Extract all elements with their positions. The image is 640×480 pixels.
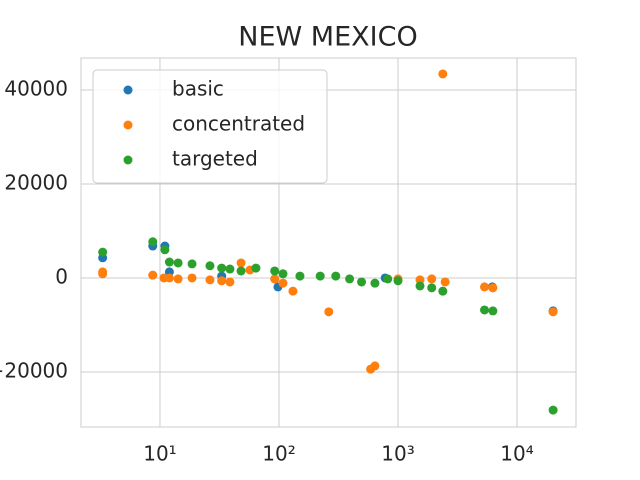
- point: [173, 258, 183, 268]
- point: [225, 264, 235, 274]
- legend-label: targeted: [172, 147, 258, 171]
- point: [187, 259, 197, 269]
- legend-marker: [123, 120, 133, 130]
- point: [548, 405, 558, 415]
- point: [217, 276, 227, 286]
- point: [370, 278, 380, 288]
- legend-label: basic: [172, 77, 224, 101]
- legend-box: [92, 69, 328, 184]
- point: [324, 307, 334, 317]
- point: [270, 274, 280, 284]
- point: [393, 276, 403, 286]
- chart-title: NEW MEXICO: [238, 22, 417, 53]
- y-tick-label: −20000: [0, 359, 68, 383]
- point: [488, 283, 498, 293]
- y-tick-label: 0: [55, 264, 68, 288]
- point: [370, 361, 380, 371]
- point: [225, 277, 235, 287]
- point: [236, 266, 246, 276]
- point: [415, 281, 425, 291]
- point: [187, 273, 197, 283]
- legend-label: concentrated: [172, 112, 305, 136]
- point: [236, 258, 246, 268]
- point: [288, 286, 298, 296]
- point: [278, 278, 288, 288]
- point: [438, 286, 448, 296]
- point: [205, 275, 215, 285]
- y-tick-label: 40000: [4, 76, 68, 100]
- point: [217, 263, 227, 273]
- point: [98, 269, 108, 279]
- point: [383, 274, 393, 284]
- x-tick-label: 10⁴: [500, 442, 533, 466]
- point: [479, 282, 489, 292]
- point: [438, 69, 448, 79]
- point: [251, 263, 261, 273]
- point: [427, 274, 437, 284]
- x-axis-label: Population: [275, 477, 380, 480]
- point: [440, 277, 450, 287]
- x-tick-label: 10³: [381, 442, 414, 466]
- point: [488, 306, 498, 316]
- point: [270, 266, 280, 276]
- x-tick-label: 10²: [262, 442, 295, 466]
- point: [278, 269, 288, 279]
- x-tick-label: 10¹: [143, 442, 176, 466]
- point: [164, 273, 174, 283]
- point: [479, 305, 489, 315]
- point: [315, 271, 325, 281]
- point: [205, 261, 215, 271]
- legend-marker: [123, 155, 133, 165]
- point: [148, 237, 158, 247]
- point: [164, 257, 174, 267]
- point: [427, 283, 437, 293]
- point: [98, 247, 108, 257]
- y-tick-label: 20000: [4, 170, 68, 194]
- point: [295, 271, 305, 281]
- point: [357, 277, 367, 287]
- point: [160, 245, 170, 255]
- point: [345, 274, 355, 284]
- legend-marker: [123, 85, 133, 95]
- point: [331, 271, 341, 281]
- point: [148, 270, 158, 280]
- point: [173, 274, 183, 284]
- point: [548, 307, 558, 317]
